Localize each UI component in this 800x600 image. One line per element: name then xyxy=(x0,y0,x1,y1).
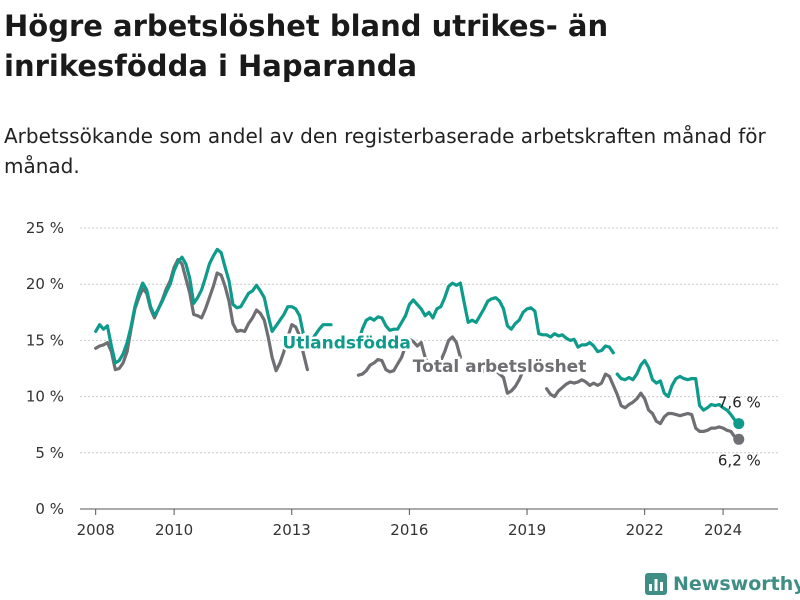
x-tick-label: 2016 xyxy=(390,521,428,539)
total-line xyxy=(482,362,525,395)
chart-subtitle: Arbetssökande som andel av den registerb… xyxy=(4,124,766,178)
chart-title: Högre arbetslöshet bland utrikes- än inr… xyxy=(4,9,609,83)
total-series-label: Total arbetslöshet xyxy=(413,357,587,377)
utlandsfodda-series-label: Utlandsfödda xyxy=(282,333,411,353)
y-tick-label: 20 % xyxy=(26,275,64,293)
total-line xyxy=(94,257,309,373)
x-tick-label: 2013 xyxy=(273,521,311,539)
y-tick-label: 10 % xyxy=(26,388,64,406)
total-end-point xyxy=(733,433,745,445)
utlandsfodda-end-label: 7,6 % xyxy=(718,394,761,412)
y-tick-label: 15 % xyxy=(26,331,64,349)
utlandsfodda-line xyxy=(94,247,333,365)
utlandsfodda-end-point xyxy=(733,418,745,430)
utlandsfodda-line xyxy=(356,281,615,355)
x-tick-label: 2008 xyxy=(77,521,115,539)
x-tick-label: 2022 xyxy=(626,521,664,539)
brand-name: Newsworthy xyxy=(673,573,800,595)
x-tick-label: 2019 xyxy=(508,521,546,539)
total-end-label: 6,2 % xyxy=(718,451,761,469)
y-tick-label: 25 % xyxy=(26,219,64,237)
total-line xyxy=(356,335,462,377)
x-tick-label: 2024 xyxy=(704,521,742,539)
bar-chart-icon xyxy=(645,573,667,595)
y-tick-label: 0 % xyxy=(35,500,64,518)
total-line xyxy=(545,372,741,441)
utlandsfodda-line xyxy=(615,359,741,426)
y-tick-label: 5 % xyxy=(35,444,64,462)
x-tick-label: 2010 xyxy=(155,521,193,539)
newsworthy-logo: Newsworthy xyxy=(645,568,800,600)
